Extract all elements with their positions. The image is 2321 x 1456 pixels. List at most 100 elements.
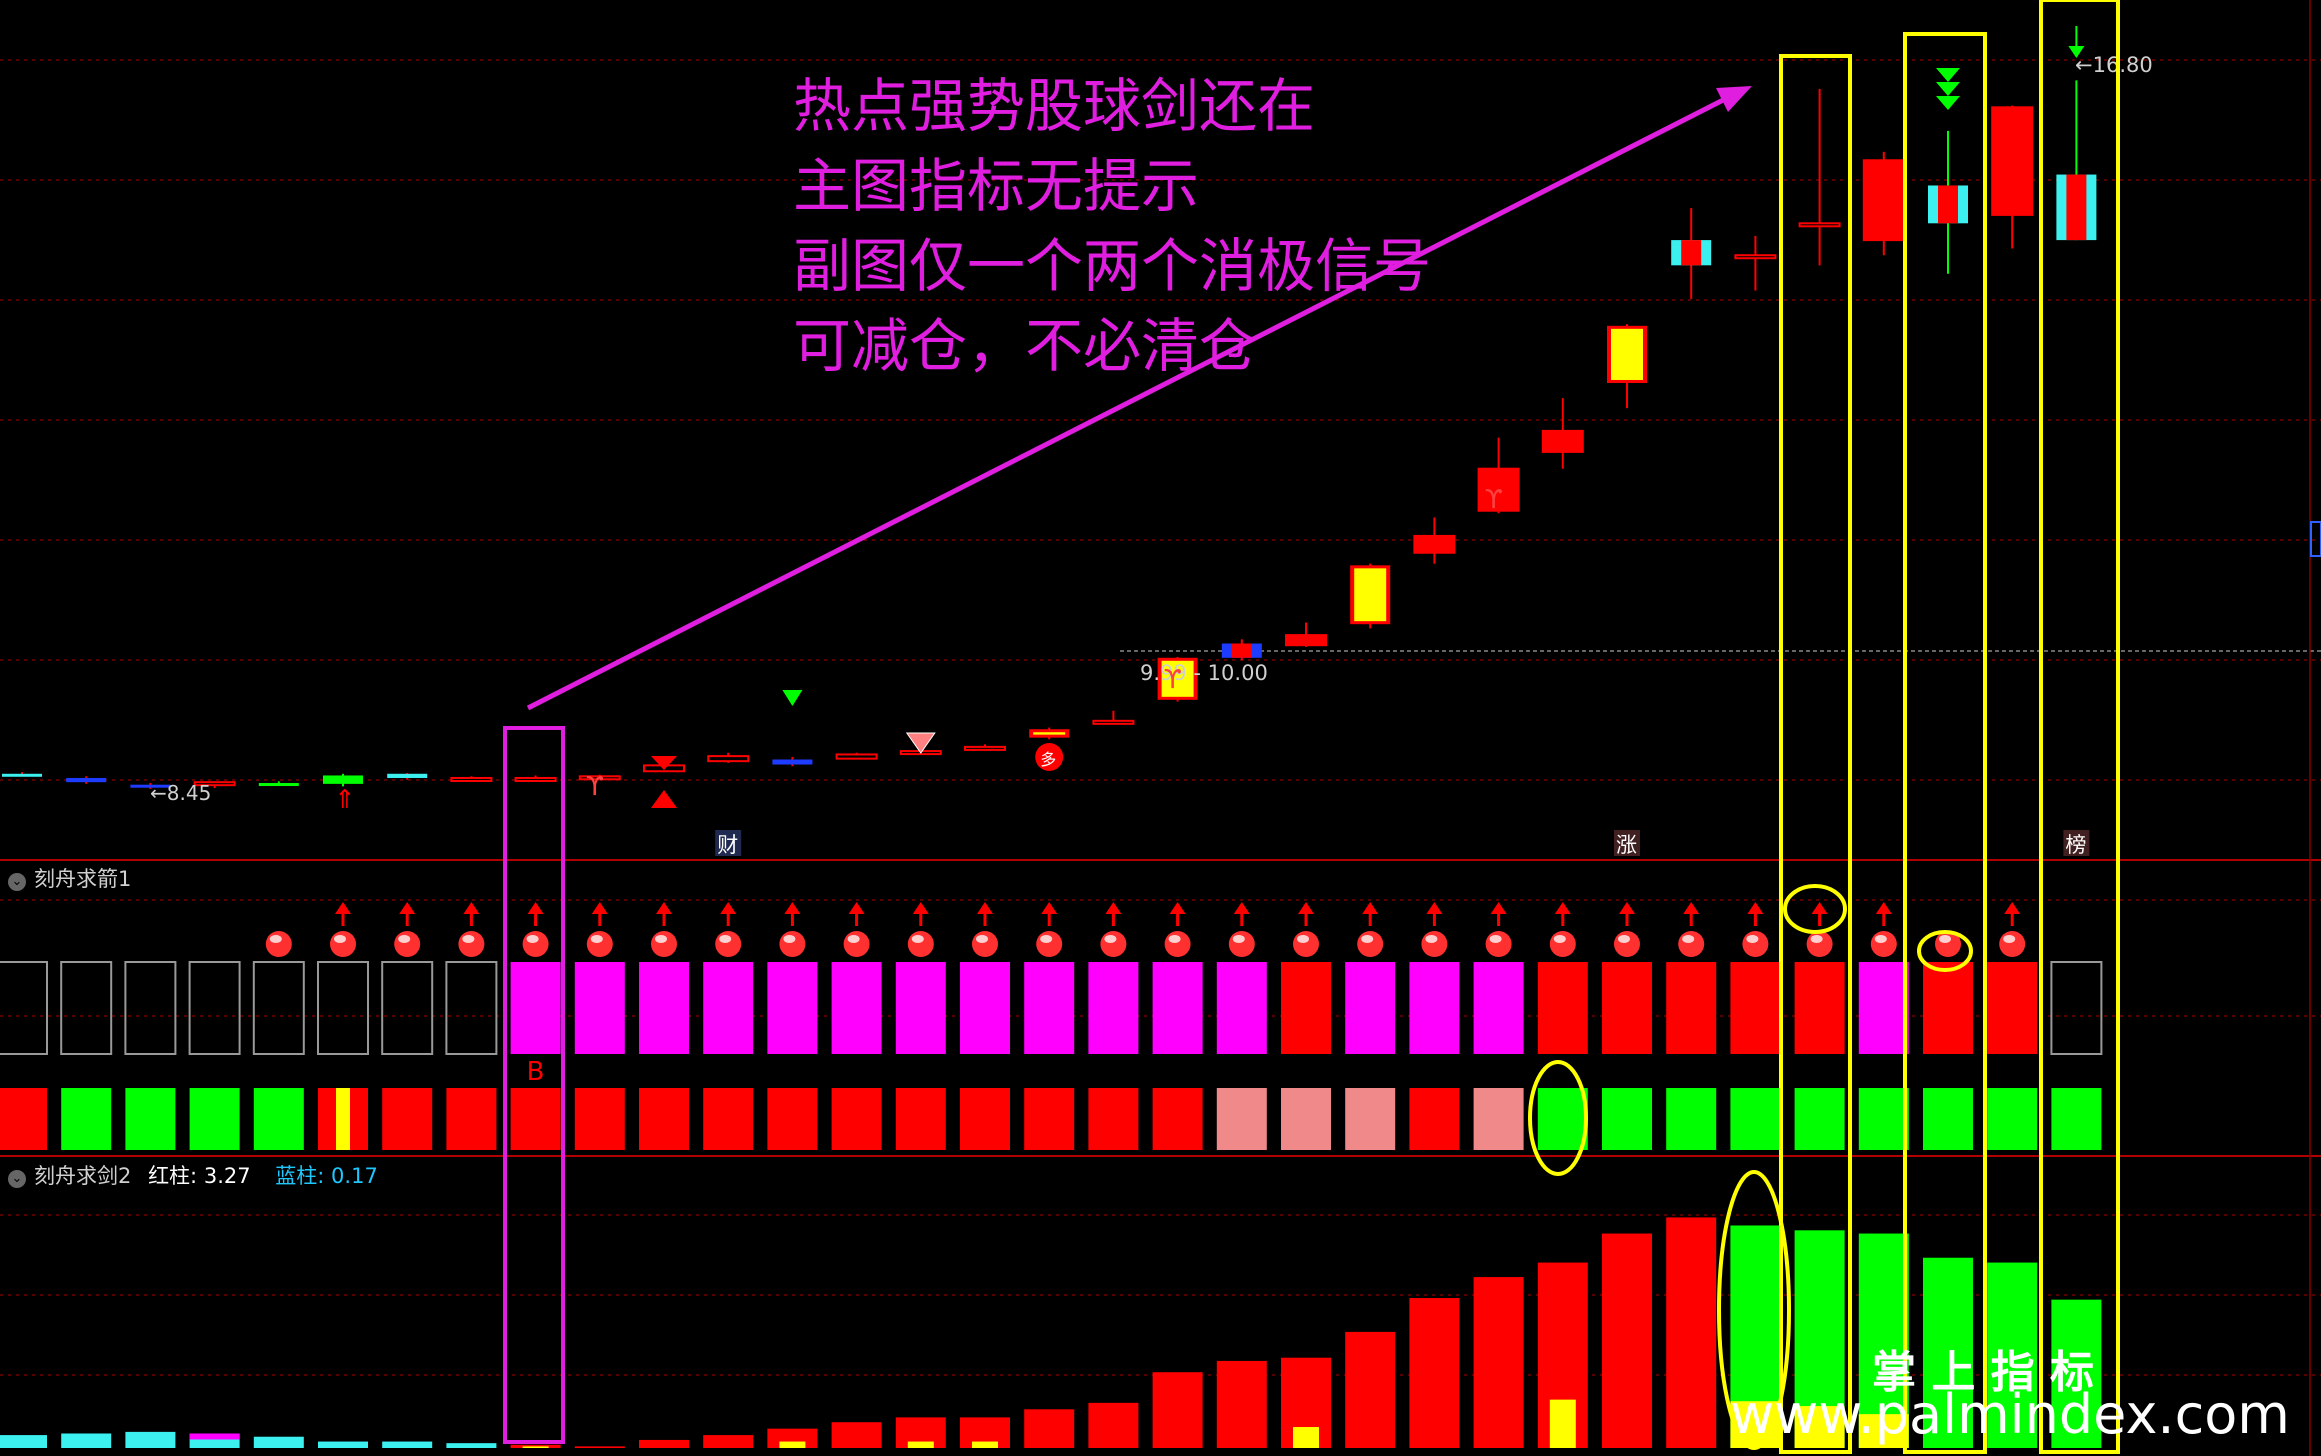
ball-shine-23 — [1489, 935, 1502, 943]
ball-icon-4 — [265, 931, 292, 957]
candle-body-29 — [1862, 159, 1905, 242]
candle-body-1 — [66, 777, 107, 783]
up-arrow-icon-13 — [848, 902, 865, 914]
bottom-row-block-0 — [0, 1088, 47, 1150]
panel1-label[interactable]: ⌄ 刻舟求箭1 — [8, 863, 131, 893]
panel2-bar-22 — [1409, 1298, 1460, 1448]
bottom-row-block-27 — [1730, 1088, 1781, 1150]
up-arrow-icon-9 — [591, 902, 608, 914]
panel2-yellow-8 — [522, 1446, 549, 1448]
ball-shine-4 — [269, 935, 282, 943]
top-row-block-23 — [1473, 962, 1524, 1054]
candle-core-30 — [1938, 185, 1958, 224]
watermark-cn: 掌 上 指 标 — [1872, 1347, 2094, 1398]
panel2-bar-25 — [1602, 1233, 1652, 1448]
down-triangle-icon — [651, 756, 677, 770]
highlight-box-1 — [1779, 54, 1852, 1454]
price-label-mid: 9.99 - 10.00 — [1140, 661, 1268, 685]
bottom-row-block-21 — [1345, 1088, 1396, 1150]
watermark-url: www.palmindex.com — [1730, 1383, 2290, 1446]
top-row-block-4 — [252, 961, 305, 1055]
ball-icon-23 — [1485, 931, 1512, 957]
candle-core-16 — [1033, 732, 1066, 735]
top-row-block-11 — [703, 962, 754, 1054]
ball-shine-10 — [655, 935, 667, 943]
circle-badge-icon — [1035, 743, 1064, 771]
event-tag-0: 财 — [717, 833, 738, 857]
panel2-yellow-15 — [972, 1441, 998, 1448]
butterfly-icon: ϒ — [1164, 665, 1182, 695]
ball-icon-20 — [1293, 931, 1319, 957]
highlight-box-buy — [503, 726, 565, 1444]
bottom-row-block-9 — [574, 1088, 625, 1150]
chevron-down-icon[interactable]: ⌄ — [8, 873, 26, 891]
bottom-row-block-25 — [1602, 1088, 1652, 1150]
ball-shine-13 — [847, 935, 860, 943]
ball-shine-18 — [1168, 935, 1181, 943]
candle-core-32 — [2066, 174, 2087, 241]
ball-shine-8 — [526, 935, 539, 943]
ball-shine-24 — [1553, 935, 1566, 943]
bottom-row-block-15 — [960, 1088, 1010, 1150]
top-row-block-28 — [1794, 962, 1845, 1054]
up-arrow-icon-23 — [1490, 902, 1507, 914]
event-tag-2: 榜 — [2065, 833, 2086, 857]
down-triangle-icon — [782, 690, 803, 706]
top-row-block-12 — [767, 962, 818, 1054]
bottom-row-block-24 — [1537, 1088, 1588, 1150]
bottom-row-block-2 — [125, 1088, 176, 1150]
panel2-bar-18 — [1152, 1372, 1203, 1448]
ball-shine-25 — [1618, 935, 1630, 943]
up-arrow-icon-26 — [1683, 902, 1700, 914]
down-triangle-icon — [1936, 68, 1960, 82]
ball-icon-21 — [1357, 931, 1384, 957]
top-row-block-24 — [1537, 962, 1588, 1054]
bottom-row-block-13 — [831, 1088, 882, 1150]
panel2-bar-6 — [382, 1441, 433, 1448]
up-arrow-icon-18 — [1169, 902, 1186, 914]
circle-badge-text: 多 — [1040, 750, 1056, 769]
ball-shine-17 — [1104, 935, 1117, 943]
bottom-row-block-28 — [1794, 1088, 1845, 1150]
annotation-line-4: 可减仓，不必清仓 — [793, 312, 1258, 380]
up-arrow-icon-27 — [1747, 902, 1764, 914]
candle-body-12 — [772, 759, 813, 765]
top-row-block-8 — [510, 962, 561, 1054]
bottom-row-block-11 — [703, 1088, 754, 1150]
ball-icon-18 — [1164, 931, 1191, 957]
bottom-row-block-3 — [189, 1088, 240, 1150]
panel2-label[interactable]: ⌄ 刻舟求剑2 红柱: 3.27 蓝柱: 0.17 — [8, 1160, 378, 1190]
ball-shine-7 — [462, 935, 475, 943]
top-row-block-19 — [1216, 962, 1267, 1054]
candle-core-21 — [1354, 568, 1387, 622]
ball-shine-9 — [590, 935, 603, 943]
bottom-row-block-6 — [382, 1088, 433, 1150]
panel2-yellow-28 — [1794, 1406, 1845, 1448]
top-row-block-10 — [639, 962, 689, 1054]
panel2-yellow-24 — [1549, 1399, 1576, 1448]
top-row-block-13 — [831, 962, 882, 1054]
bottom-row-block-32 — [2051, 1088, 2102, 1150]
ball-icon-8 — [522, 931, 549, 957]
ball-icon-17 — [1100, 931, 1127, 957]
chevron-down-icon[interactable]: ⌄ — [8, 1170, 26, 1188]
highlight-ellipse-3 — [1528, 1060, 1588, 1176]
ball-icon-5 — [330, 931, 356, 957]
top-row-block-27 — [1730, 962, 1781, 1054]
panel1-title: 刻舟求箭1 — [34, 867, 132, 891]
ball-icon-19 — [1228, 931, 1255, 957]
up-arrow-icon-5 — [335, 902, 351, 914]
top-row-block-17 — [1088, 962, 1139, 1054]
up-arrow-icon-28 — [1811, 902, 1828, 914]
bottom-row-block-19 — [1216, 1088, 1267, 1150]
buy-mark: B — [527, 1057, 545, 1087]
top-row-block-5 — [317, 961, 369, 1055]
red-bar-value: 3.27 — [203, 1164, 251, 1188]
highlight-ellipse-2 — [1917, 930, 1973, 972]
candle-core-18 — [1161, 660, 1194, 697]
candle-body-15 — [964, 745, 1006, 751]
up-arrow-icon-8 — [527, 902, 544, 914]
ball-icon-9 — [586, 931, 613, 957]
candle-body-9 — [578, 775, 621, 781]
ball-shine-31 — [2003, 935, 2016, 943]
